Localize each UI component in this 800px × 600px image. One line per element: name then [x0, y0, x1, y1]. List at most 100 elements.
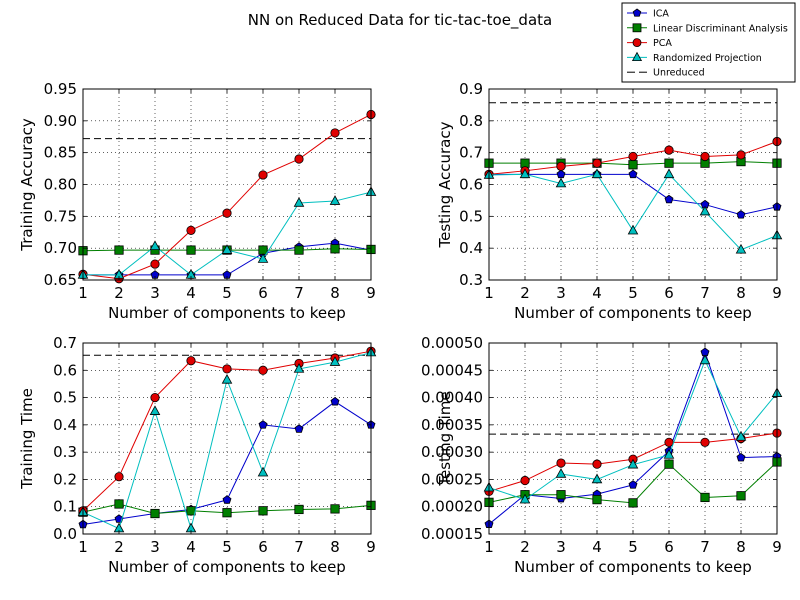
rp-point — [555, 177, 567, 188]
y-tick-label: 0.3 — [53, 443, 77, 461]
ica-point — [294, 424, 304, 433]
pca-point — [186, 356, 196, 366]
legend-entry-rp: Randomized Projection — [627, 51, 762, 64]
pca-point — [186, 225, 196, 235]
y-tick-label: 0.00025 — [421, 470, 483, 488]
ica-point — [330, 396, 340, 406]
legend-entry-ica: ICA — [627, 9, 669, 20]
subplots: 1 2 3 4 5 6 7 8 90.650.700.750.800.850.900.95Num… — [18, 80, 783, 576]
rp-point — [293, 197, 305, 207]
x-tick-label: 7 — [294, 284, 304, 302]
subplot-training-accuracy: 1 2 3 4 5 6 7 8 9 0.65 0.70 0.75 0.80 0.85 0.90 0.95 Num… — [18, 80, 377, 322]
lda-point — [258, 245, 268, 255]
x-tick-label: 1 — [484, 284, 494, 302]
lda-point — [736, 491, 746, 501]
x-axis-label: Number of components to keep — [514, 304, 752, 322]
rp-point — [519, 493, 531, 504]
x-tick-label: 9 — [772, 284, 782, 302]
rp-point — [221, 244, 233, 254]
lda-point — [330, 504, 340, 514]
pca-point — [592, 158, 602, 168]
x-tick-label: 6 — [258, 284, 268, 302]
x-tick-label: 2 — [114, 538, 124, 556]
x-tick-label: 4 — [592, 284, 602, 302]
y-tick-label: 0.00035 — [421, 416, 483, 434]
lda-point — [556, 490, 566, 500]
pca-point — [556, 161, 566, 171]
pca-point — [258, 170, 268, 180]
x-tick-label: 2 — [114, 284, 124, 302]
pca-point — [258, 365, 268, 375]
x-tick-label: 8 — [736, 284, 746, 302]
legend-swatch-marker — [632, 23, 642, 33]
x-tick-label: 8 — [330, 538, 340, 556]
x-tick-label: 5 — [628, 538, 638, 556]
pca-point — [222, 208, 232, 218]
y-tick-label: 0.00050 — [421, 334, 483, 352]
legend-entry-lda: Linear Discriminant Analysis — [627, 23, 788, 34]
lda-point — [258, 506, 268, 516]
legend-entry-unreduced: Unreduced — [627, 68, 705, 79]
x-tick-label: 5 — [628, 284, 638, 302]
legend-label: Randomized Projection — [653, 53, 762, 64]
x-tick-label: 1 — [78, 284, 88, 302]
ica-point — [628, 480, 638, 489]
ica-point — [222, 495, 232, 504]
legend-box — [621, 2, 796, 83]
rp-point — [221, 373, 233, 384]
x-tick-label: 4 — [592, 538, 602, 556]
x-tick-label: 6 — [664, 284, 674, 302]
y-tick-label: 0.5 — [459, 207, 483, 225]
y-tick-label: 0.00020 — [421, 498, 483, 516]
lda-point — [664, 459, 674, 469]
lda-point — [150, 508, 160, 519]
y-tick-label: 0.95 — [44, 80, 77, 98]
x-tick-label: 8 — [736, 538, 746, 556]
rp-point — [663, 168, 675, 179]
x-axis-label: Number of components to keep — [108, 558, 346, 576]
y-tick-label: 0.75 — [44, 207, 77, 225]
lda-point — [628, 498, 638, 508]
x-tick-label: 2 — [520, 538, 530, 556]
pca-point — [150, 392, 160, 403]
pca-point — [628, 151, 638, 162]
lda-point — [186, 245, 196, 255]
subplot-testing-accuracy: 1 2 3 4 5 6 7 8 9 0.3 0.4 0.5 0.6 0.7 0.8 0.9 Number of … — [436, 80, 783, 322]
y-tick-label: 0.4 — [459, 239, 483, 257]
y-tick-label: 0.5 — [53, 389, 77, 407]
y-tick-label: 0.00015 — [421, 525, 483, 543]
legend-label: PCA — [653, 38, 672, 49]
pca-point — [700, 437, 710, 447]
y-tick-label: 0.1 — [53, 498, 77, 516]
legend-swatch-marker — [631, 51, 643, 61]
y-axis-label: Testing Accuracy — [436, 121, 454, 248]
x-tick-label: 4 — [186, 284, 196, 302]
x-tick-label: 6 — [258, 538, 268, 556]
x-tick-label: 7 — [700, 284, 710, 302]
x-tick-label: 1 — [484, 538, 494, 556]
rp-point — [519, 168, 531, 179]
legend-swatch-marker — [632, 8, 642, 17]
rp-point — [699, 354, 711, 365]
pca-point — [556, 458, 566, 468]
pca-point — [330, 128, 340, 138]
pca-point — [700, 151, 710, 162]
rp-point — [699, 205, 711, 216]
rp-point — [293, 363, 305, 373]
x-tick-label: 9 — [772, 538, 782, 556]
x-tick-label: 3 — [556, 538, 566, 556]
rp-point — [149, 240, 161, 251]
rp-point — [591, 168, 603, 179]
x-tick-label: 6 — [664, 538, 674, 556]
x-tick-label: 5 — [222, 284, 232, 302]
y-tick-label: 0.6 — [53, 361, 77, 379]
y-tick-label: 0.6 — [459, 176, 483, 194]
y-tick-label: 0.7 — [459, 144, 483, 162]
x-axis-label: Number of components to keep — [108, 304, 346, 322]
legend-entry-pca: PCA — [627, 38, 672, 49]
lda-point — [592, 495, 602, 505]
pca-point — [114, 472, 124, 482]
lda-point — [628, 160, 638, 170]
rp-point — [555, 468, 567, 478]
